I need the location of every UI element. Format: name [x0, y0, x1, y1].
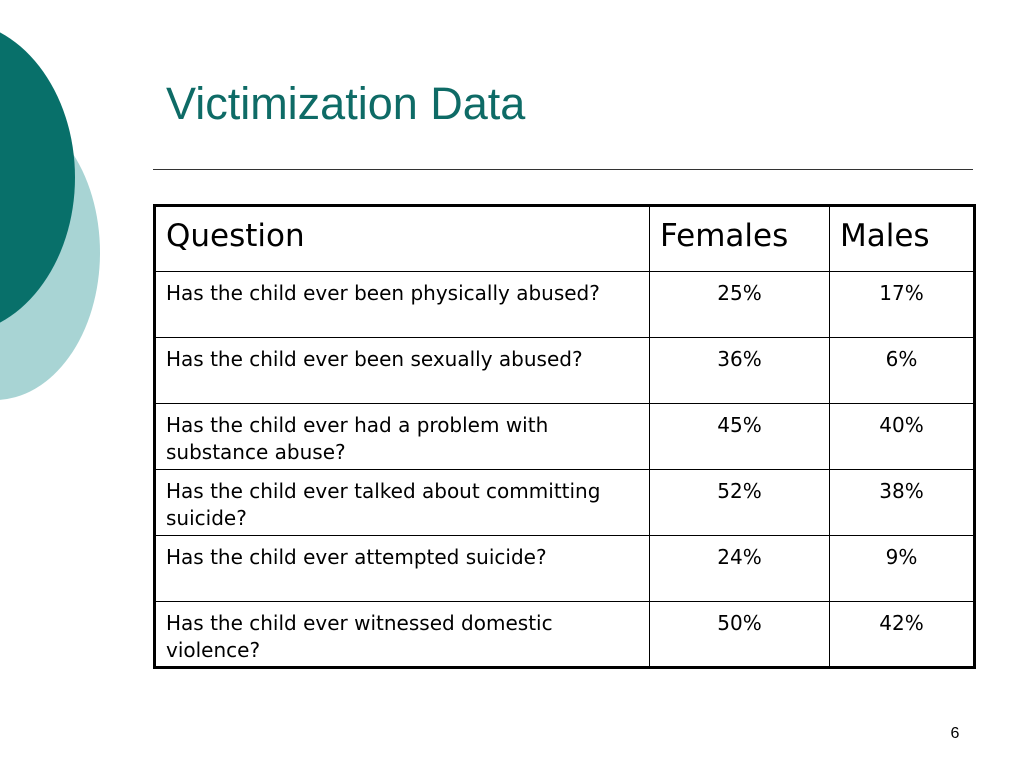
females-cell: 24%	[649, 535, 830, 602]
question-cell: Has the child ever talked about committi…	[154, 469, 650, 536]
males-cell: 9%	[829, 535, 975, 602]
table-row: Has the child ever had a problem with su…	[154, 403, 975, 470]
females-cell: 52%	[649, 469, 830, 536]
table-row: Has the child ever witnessed domestic vi…	[154, 601, 975, 668]
males-cell: 40%	[829, 403, 975, 470]
page-number: 6	[950, 725, 960, 742]
header-females: Females	[649, 205, 830, 272]
table-header-row: Question Females Males	[154, 205, 975, 272]
table-row: Has the child ever talked about committi…	[154, 469, 975, 536]
question-cell: Has the child ever been sexually abused?	[154, 337, 650, 404]
females-cell: 25%	[649, 271, 830, 338]
slide-title: Victimization Data	[166, 78, 526, 129]
table-row: Has the child ever been sexually abused?…	[154, 337, 975, 404]
title-divider	[153, 169, 973, 170]
females-cell: 50%	[649, 601, 830, 668]
males-cell: 38%	[829, 469, 975, 536]
table-row: Has the child ever attempted suicide? 24…	[154, 535, 975, 602]
males-cell: 17%	[829, 271, 975, 338]
victimization-table: Question Females Males Has the child eve…	[153, 204, 976, 669]
males-cell: 6%	[829, 337, 975, 404]
males-cell: 42%	[829, 601, 975, 668]
females-cell: 45%	[649, 403, 830, 470]
question-cell: Has the child ever been physically abuse…	[154, 271, 650, 338]
question-cell: Has the child ever had a problem with su…	[154, 403, 650, 470]
question-cell: Has the child ever attempted suicide?	[154, 535, 650, 602]
header-question: Question	[154, 205, 650, 272]
question-cell: Has the child ever witnessed domestic vi…	[154, 601, 650, 668]
header-males: Males	[829, 205, 975, 272]
table-row: Has the child ever been physically abuse…	[154, 271, 975, 338]
females-cell: 36%	[649, 337, 830, 404]
